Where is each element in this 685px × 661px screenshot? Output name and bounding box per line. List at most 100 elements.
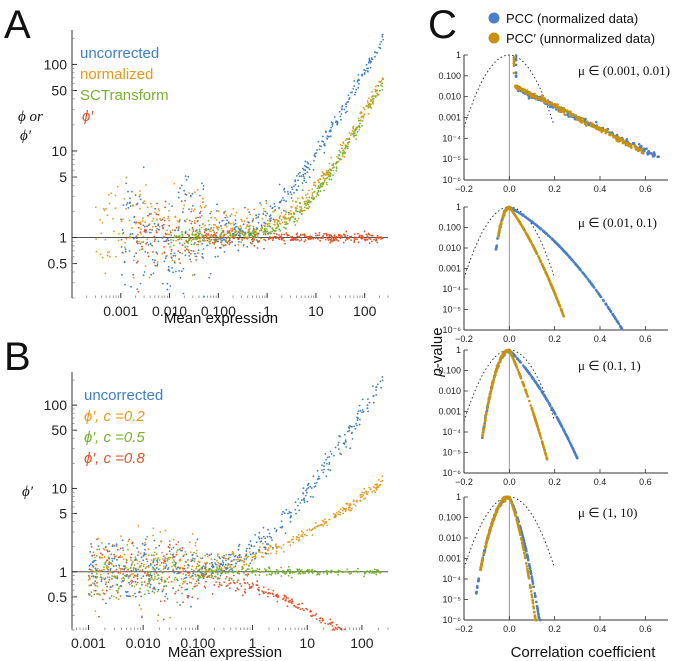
panel-b-point-blue bbox=[164, 557, 167, 559]
panel-b-point-green bbox=[165, 585, 168, 587]
panel-b-point-orange bbox=[260, 555, 263, 558]
panel-a-point-red bbox=[135, 221, 138, 224]
panel-c-point-blue bbox=[527, 97, 531, 100]
panel-b-point-red bbox=[140, 562, 143, 565]
panel-a-point-orange bbox=[319, 178, 321, 180]
panel-b-point-blue bbox=[356, 419, 359, 421]
panel-b-point-orange bbox=[361, 495, 363, 498]
panel-a-point-orange bbox=[280, 218, 283, 221]
panel-b-point-blue bbox=[313, 486, 316, 488]
panel-c-point-orange bbox=[512, 57, 516, 61]
panel-a-point-blue bbox=[303, 177, 306, 180]
panel-b-point-green bbox=[333, 570, 336, 573]
panel-a-point-blue bbox=[237, 249, 240, 252]
panel-a-x-tick-label: 10 bbox=[308, 303, 324, 319]
panel-b-point-green bbox=[287, 568, 289, 571]
panel-a-point-orange bbox=[359, 119, 362, 122]
panel-c-point-orange bbox=[540, 263, 544, 266]
panel-a-point-blue bbox=[142, 202, 145, 204]
panel-c-point-orange bbox=[567, 110, 570, 114]
panel-a-point-orange bbox=[151, 220, 154, 223]
panel-a-point-blue bbox=[222, 244, 225, 247]
panel-b-point-green bbox=[349, 572, 351, 575]
panel-b-point-blue bbox=[92, 576, 95, 578]
panel-c-null-curve bbox=[463, 349, 555, 422]
panel-a-point-red bbox=[233, 237, 235, 240]
panel-a-point-orange bbox=[380, 80, 383, 82]
panel-b-point-blue bbox=[103, 578, 106, 581]
panel-b-point-orange bbox=[191, 565, 194, 568]
panel-b-point-green bbox=[196, 584, 198, 587]
panel-a-point-blue bbox=[364, 69, 367, 72]
panel-a-point-blue bbox=[306, 171, 309, 174]
panel-a-point-green bbox=[339, 151, 342, 154]
panel-b-point-green bbox=[195, 575, 197, 577]
panel-c-point-orange bbox=[553, 293, 557, 296]
panel-a-point-orange bbox=[297, 217, 300, 220]
panel-b-point-blue bbox=[97, 545, 100, 547]
panel-b-point-red bbox=[134, 580, 137, 583]
panel-a-point-blue bbox=[305, 165, 307, 168]
panel-a-point-orange bbox=[371, 100, 374, 102]
panel-a-point-green bbox=[253, 236, 256, 239]
panel-a-point-red bbox=[202, 201, 204, 204]
panel-b-point-red bbox=[245, 574, 247, 576]
panel-a-point-blue bbox=[184, 232, 187, 235]
panel-b-point-orange bbox=[270, 552, 272, 555]
panel-a-point-orange bbox=[241, 237, 243, 240]
panel-a-point-blue bbox=[161, 224, 164, 227]
panel-a-point-blue bbox=[165, 239, 168, 242]
panel-b-point-orange bbox=[126, 569, 129, 571]
panel-b-point-orange bbox=[298, 538, 300, 541]
panel-a-point-blue bbox=[343, 108, 346, 111]
panel-b-point-blue bbox=[305, 489, 307, 492]
panel-a-point-blue bbox=[125, 203, 128, 206]
panel-b-point-blue bbox=[204, 563, 207, 566]
panel-c-point-orange bbox=[542, 98, 546, 101]
panel-a-y-tick-label: 50 bbox=[51, 82, 67, 98]
panel-a-point-green bbox=[197, 235, 199, 237]
panel-a-point-red bbox=[160, 219, 163, 222]
panel-b-point-blue bbox=[125, 594, 128, 597]
panel-a-point-orange bbox=[262, 231, 265, 234]
panel-a-point-red bbox=[155, 230, 158, 232]
panel-c-point-blue bbox=[545, 397, 548, 401]
panel-b-point-orange bbox=[278, 546, 281, 548]
panel-a-point-blue bbox=[252, 218, 255, 220]
panel-b-point-blue bbox=[300, 499, 303, 501]
panel-a-point-green bbox=[188, 229, 191, 231]
panel-b-point-blue bbox=[372, 401, 375, 404]
panel-b-point-red bbox=[190, 560, 193, 563]
panel-a-point-blue bbox=[246, 245, 249, 248]
panel-b-point-green bbox=[126, 544, 129, 546]
panel-c-point-blue bbox=[605, 303, 608, 307]
panel-a-point-red bbox=[303, 240, 306, 243]
panel-a-point-orange bbox=[114, 255, 117, 258]
panel-b-point-blue bbox=[172, 556, 175, 558]
panel-c-point-blue bbox=[645, 147, 648, 150]
panel-a-point-red bbox=[203, 231, 206, 234]
panel-b-point-blue bbox=[104, 583, 107, 586]
panel-a-point-orange bbox=[171, 229, 174, 232]
panel-a-point-red bbox=[363, 230, 366, 233]
panel-c-point-orange bbox=[560, 308, 563, 312]
panel-b-point-blue bbox=[99, 576, 102, 578]
panel-b-point-blue bbox=[372, 385, 374, 387]
panel-b-point-orange bbox=[127, 548, 129, 551]
panel-b-point-blue bbox=[116, 577, 118, 580]
panel-b-point-orange bbox=[154, 578, 156, 580]
panel-a-point-green bbox=[191, 232, 194, 234]
panel-a-point-orange bbox=[158, 225, 161, 228]
panel-b-point-orange bbox=[225, 557, 227, 560]
panel-b-point-blue bbox=[187, 596, 189, 599]
panel-a-point-blue bbox=[167, 239, 170, 242]
panel-b-point-red bbox=[297, 607, 299, 609]
panel-b-point-blue bbox=[148, 592, 150, 595]
panel-b-point-green bbox=[173, 578, 176, 581]
panel-b-point-blue bbox=[192, 572, 195, 575]
panel-b-point-red bbox=[322, 619, 325, 622]
panel-a-point-red bbox=[314, 232, 317, 235]
panel-b-point-orange bbox=[206, 562, 209, 564]
panel-b-point-green bbox=[167, 556, 170, 559]
panel-b-point-blue bbox=[222, 556, 225, 559]
